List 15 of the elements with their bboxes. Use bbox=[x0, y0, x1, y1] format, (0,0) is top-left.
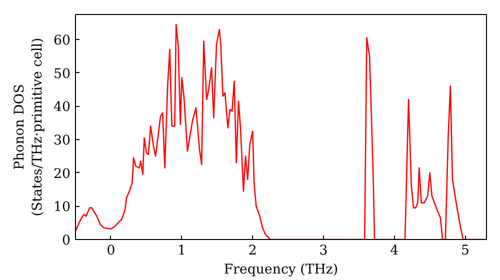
y-axis-title: Phonon DOS (States/THz·primitive cell) bbox=[12, 38, 46, 216]
y-tick-label: 20 bbox=[54, 166, 71, 182]
y-tick-label: 60 bbox=[54, 34, 71, 48]
y-tick-label: 50 bbox=[54, 66, 71, 82]
x-tick-label: 1 bbox=[178, 244, 186, 258]
y-tick-label: 10 bbox=[54, 200, 71, 216]
y-tick-label: 0 bbox=[62, 234, 71, 248]
x-axis-title: Frequency (THz) bbox=[224, 262, 338, 278]
x-tick-label: 5 bbox=[461, 244, 470, 258]
x-tick-label: 3 bbox=[319, 244, 328, 258]
x-tick-label: 2 bbox=[248, 244, 257, 258]
y-tick-label: 30 bbox=[54, 134, 71, 148]
x-tick-label: 0 bbox=[106, 244, 116, 258]
x-tick-label: 4 bbox=[390, 244, 399, 258]
y-tick-label: 40 bbox=[54, 100, 71, 116]
